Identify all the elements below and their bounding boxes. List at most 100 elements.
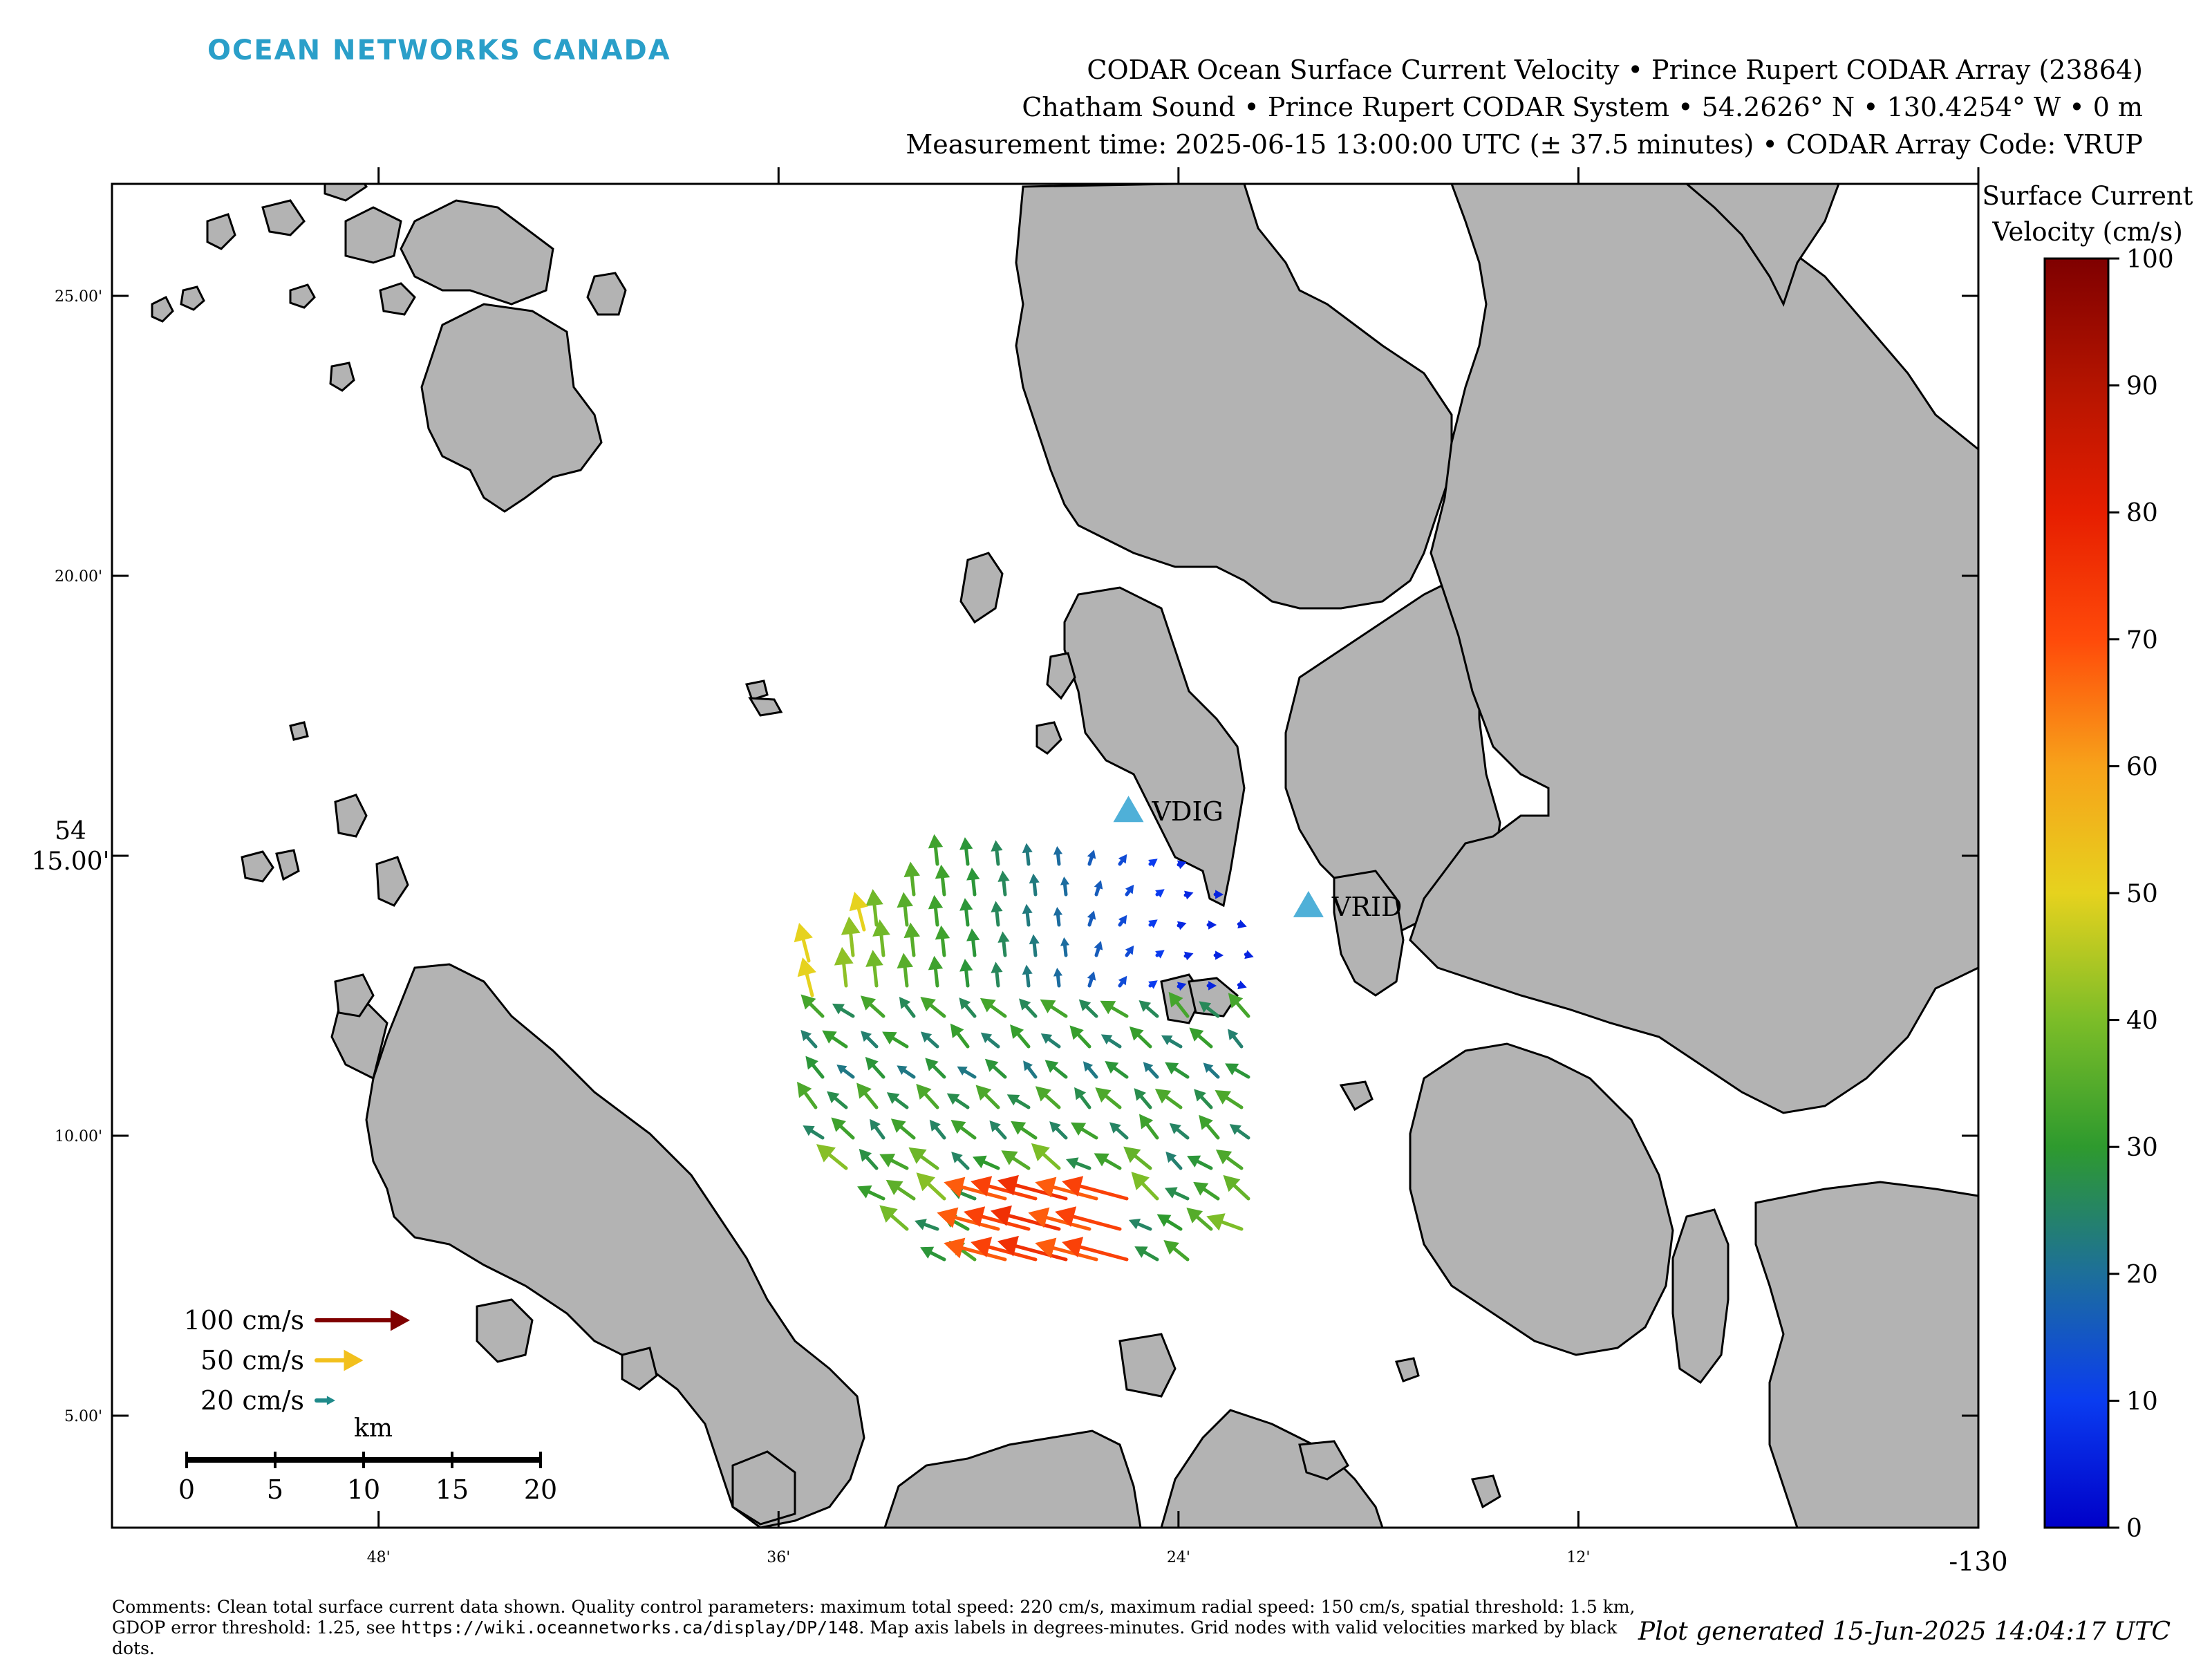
velocity-arrow	[959, 837, 973, 866]
velocity-arrow	[1128, 1219, 1152, 1231]
velocity-arrow	[797, 1081, 818, 1109]
velocity-arrow	[1069, 1025, 1091, 1049]
island-centre-small-1	[959, 552, 1004, 624]
island-near-vrid	[1333, 870, 1405, 997]
scale-tick-label: 0	[178, 1474, 195, 1505]
porcher-island	[365, 963, 865, 1528]
velocity-arrow	[1143, 1062, 1159, 1079]
comments-link[interactable]: https://wiki.oceannetworks.ca/display/DP…	[401, 1618, 859, 1638]
velocity-arrow	[1129, 1026, 1152, 1049]
velocity-arrow	[1078, 999, 1098, 1018]
islet-west-4	[241, 850, 274, 883]
velocity-arrow	[975, 1085, 1000, 1109]
velocity-arrow	[915, 1219, 939, 1231]
title-line-3: Measurement time: 2025-06-15 13:00:00 UT…	[906, 129, 2143, 160]
scale-tick-label: 20	[524, 1474, 557, 1505]
velocity-arrow	[1123, 1146, 1152, 1170]
velocity-arrow	[897, 1065, 916, 1079]
mainland-south-2	[1160, 1409, 1384, 1528]
comments-text-1: Comments: Clean total surface current da…	[112, 1597, 1635, 1638]
plot-title: CODAR Ocean Surface Current Velocity • P…	[906, 51, 2143, 163]
title-line-2: Chatham Sound • Prince Rupert CODAR Syst…	[1022, 92, 2143, 122]
island-centre-small-5	[1035, 721, 1062, 755]
lon-tick-label: 36'	[767, 1549, 790, 1566]
velocity-arrow	[950, 1023, 970, 1049]
velocity-arrow	[1019, 998, 1038, 1018]
velocity-arrow	[1087, 910, 1096, 927]
velocity-arrow	[1053, 906, 1063, 927]
colorbar-tick-label: 40	[2126, 1007, 2158, 1035]
scale-tick-label: 15	[435, 1474, 469, 1505]
velocity-arrow	[879, 1205, 909, 1231]
legend-label: 50 cm/s	[200, 1345, 304, 1376]
velocity-arrow	[1148, 859, 1158, 868]
velocity-arrow	[1118, 854, 1127, 866]
velocity-arrow	[935, 864, 950, 897]
station-marker-vdig[interactable]: VDIG	[1113, 796, 1224, 827]
velocity-arrow	[1193, 1181, 1220, 1201]
colorbar-title-line-1: Surface Current	[1982, 181, 2193, 211]
velocity-arrow	[1229, 1124, 1250, 1140]
velocity-arrow	[1194, 1089, 1213, 1109]
velocity-arrow	[879, 1154, 909, 1170]
velocity-arrow	[1163, 1239, 1190, 1262]
velocity-arrow	[1186, 1208, 1213, 1231]
velocity-arrow	[1189, 1027, 1213, 1049]
velocity-arrow	[925, 1058, 946, 1079]
velocity-arrow	[860, 995, 885, 1018]
station-marker-vrid[interactable]: VRID	[1293, 890, 1403, 922]
velocity-arrow	[959, 997, 977, 1018]
velocity-arrow	[920, 996, 946, 1018]
velocity-arrow	[816, 1144, 848, 1170]
island-south-small-4	[1470, 1474, 1501, 1509]
velocity-arrow	[1060, 937, 1070, 957]
velocity-arrow	[908, 1147, 939, 1170]
colorbar-tick-label: 20	[2126, 1261, 2158, 1289]
velocity-arrow	[1168, 991, 1190, 1018]
islet-west-3	[375, 856, 409, 907]
velocity-arrow	[1062, 1237, 1129, 1262]
velocity-arrow	[899, 996, 916, 1018]
velocity-arrow	[1118, 915, 1127, 927]
velocity-arrow	[1148, 919, 1158, 928]
colorbar-ticks: 0 10 20 30 40 50 60 70 80 90 100	[2108, 245, 2174, 1543]
islet-west-7	[621, 1347, 658, 1391]
velocity-arrow	[1100, 1034, 1122, 1049]
velocity-arrow	[1023, 1060, 1038, 1079]
velocity-arrow	[857, 1185, 885, 1201]
velocity-arrow	[1105, 1060, 1129, 1079]
velocity-arrow	[1183, 951, 1194, 961]
velocity-arrow	[827, 1091, 848, 1109]
velocity-arrow	[980, 997, 1007, 1018]
velocity-arrow	[1138, 1000, 1159, 1018]
velocity-arrow	[1125, 945, 1134, 957]
lat-tick-label: 20.00'	[55, 568, 102, 585]
velocity-arrow	[1022, 843, 1033, 866]
station-triangle-icon	[1293, 890, 1324, 917]
island-north-west-small-1	[344, 206, 402, 264]
velocity-arrow	[1060, 876, 1070, 897]
velocity-arrow	[928, 955, 944, 988]
lat-tick-label-deg: 54	[55, 817, 86, 845]
comments-text-2: . Map axis labels in degrees-minutes. Gr…	[112, 1618, 1618, 1658]
islet-west-10	[748, 697, 783, 717]
velocity-arrow	[1053, 967, 1063, 988]
velocity-arrow	[865, 1056, 885, 1079]
velocity-arrow	[836, 1065, 855, 1079]
islet-west-6	[476, 1298, 534, 1363]
velocity-arrow	[805, 1056, 825, 1079]
velocity-arrow	[1155, 889, 1165, 898]
velocity-arrow	[1156, 1214, 1183, 1231]
island-north-west-small-3	[206, 213, 236, 250]
velocity-arrow	[1183, 890, 1194, 900]
velocity-arrow	[800, 994, 825, 1018]
velocity-arrow	[800, 1029, 818, 1049]
station-label: VRID	[1331, 892, 1403, 922]
legend-arrow	[315, 1349, 364, 1371]
velocity-arrow	[865, 889, 883, 927]
lat-tick-label: 5.00'	[64, 1408, 102, 1425]
island-north-west-small-5	[324, 184, 368, 202]
velocity-arrow	[929, 1119, 946, 1140]
